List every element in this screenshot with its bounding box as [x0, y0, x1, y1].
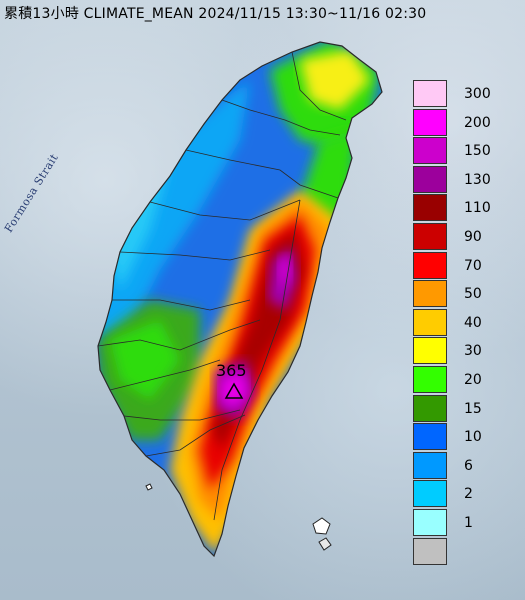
- legend-tick-label: 50: [464, 286, 482, 303]
- liuqiu-island: [145, 483, 153, 491]
- legend-tick-label: 200: [464, 114, 491, 131]
- legend-swatch: [413, 108, 447, 136]
- legend-tick-label: 110: [464, 200, 491, 217]
- map-title: 累積13小時 CLIMATE_MEAN 2024/11/15 13:30~11/…: [4, 6, 427, 22]
- legend-swatch: [413, 165, 447, 193]
- legend-tick-label: 20: [464, 372, 482, 388]
- legend-swatch: [413, 194, 447, 222]
- legend-swatch: [413, 337, 447, 365]
- legend-swatch: [413, 223, 447, 250]
- orchid-island: [318, 537, 332, 551]
- legend-swatch: [413, 537, 447, 565]
- legend-tick-label: 130: [464, 171, 491, 188]
- legend-swatch: [413, 509, 447, 536]
- legend-tick-label: 2: [464, 486, 473, 503]
- legend-tick-label: 30: [464, 343, 482, 360]
- green-island: [312, 517, 331, 535]
- legend-tick-label: 90: [464, 229, 482, 245]
- triangle-icon: [224, 382, 244, 399]
- legend-tick-label: 40: [464, 314, 482, 331]
- legend-swatch: [413, 480, 447, 508]
- legend-swatch: [413, 280, 447, 308]
- legend-tick-label: 70: [464, 257, 482, 274]
- max-value-label: 365: [216, 361, 247, 380]
- legend-swatch: [413, 80, 447, 107]
- legend-tick-label: 15: [464, 400, 482, 417]
- legend-tick-label: 10: [464, 429, 482, 446]
- legend-tick-label: 1: [464, 515, 473, 531]
- color-legend: 300 200 150 130 110 90 70 50 40 30 20 15 10 6 2 1: [413, 80, 504, 570]
- legend-swatch: [413, 394, 447, 422]
- legend-swatch: [413, 137, 447, 165]
- legend-swatch: [413, 366, 447, 393]
- county-boundaries: [97, 41, 383, 558]
- legend-tick-label: 6: [464, 457, 473, 474]
- legend-swatch: [413, 451, 447, 479]
- legend-tick-label: 150: [464, 143, 491, 160]
- legend-swatch: [413, 423, 447, 451]
- legend-swatch: [413, 308, 447, 336]
- legend-swatch: [413, 251, 447, 279]
- legend-tick-label: 300: [464, 86, 491, 102]
